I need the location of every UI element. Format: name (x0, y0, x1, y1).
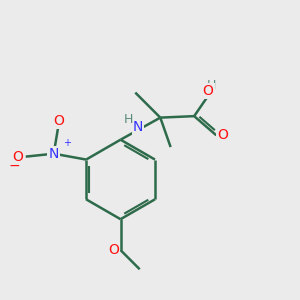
Text: H: H (123, 113, 133, 126)
Text: N: N (133, 120, 143, 134)
Text: +: + (63, 138, 70, 148)
Text: O: O (217, 128, 228, 142)
Text: O: O (108, 243, 118, 257)
Text: O: O (202, 84, 213, 98)
Text: −: − (9, 159, 20, 173)
Text: O: O (12, 150, 23, 164)
Text: H: H (207, 79, 217, 92)
Text: N: N (49, 147, 59, 161)
Text: O: O (53, 114, 64, 128)
